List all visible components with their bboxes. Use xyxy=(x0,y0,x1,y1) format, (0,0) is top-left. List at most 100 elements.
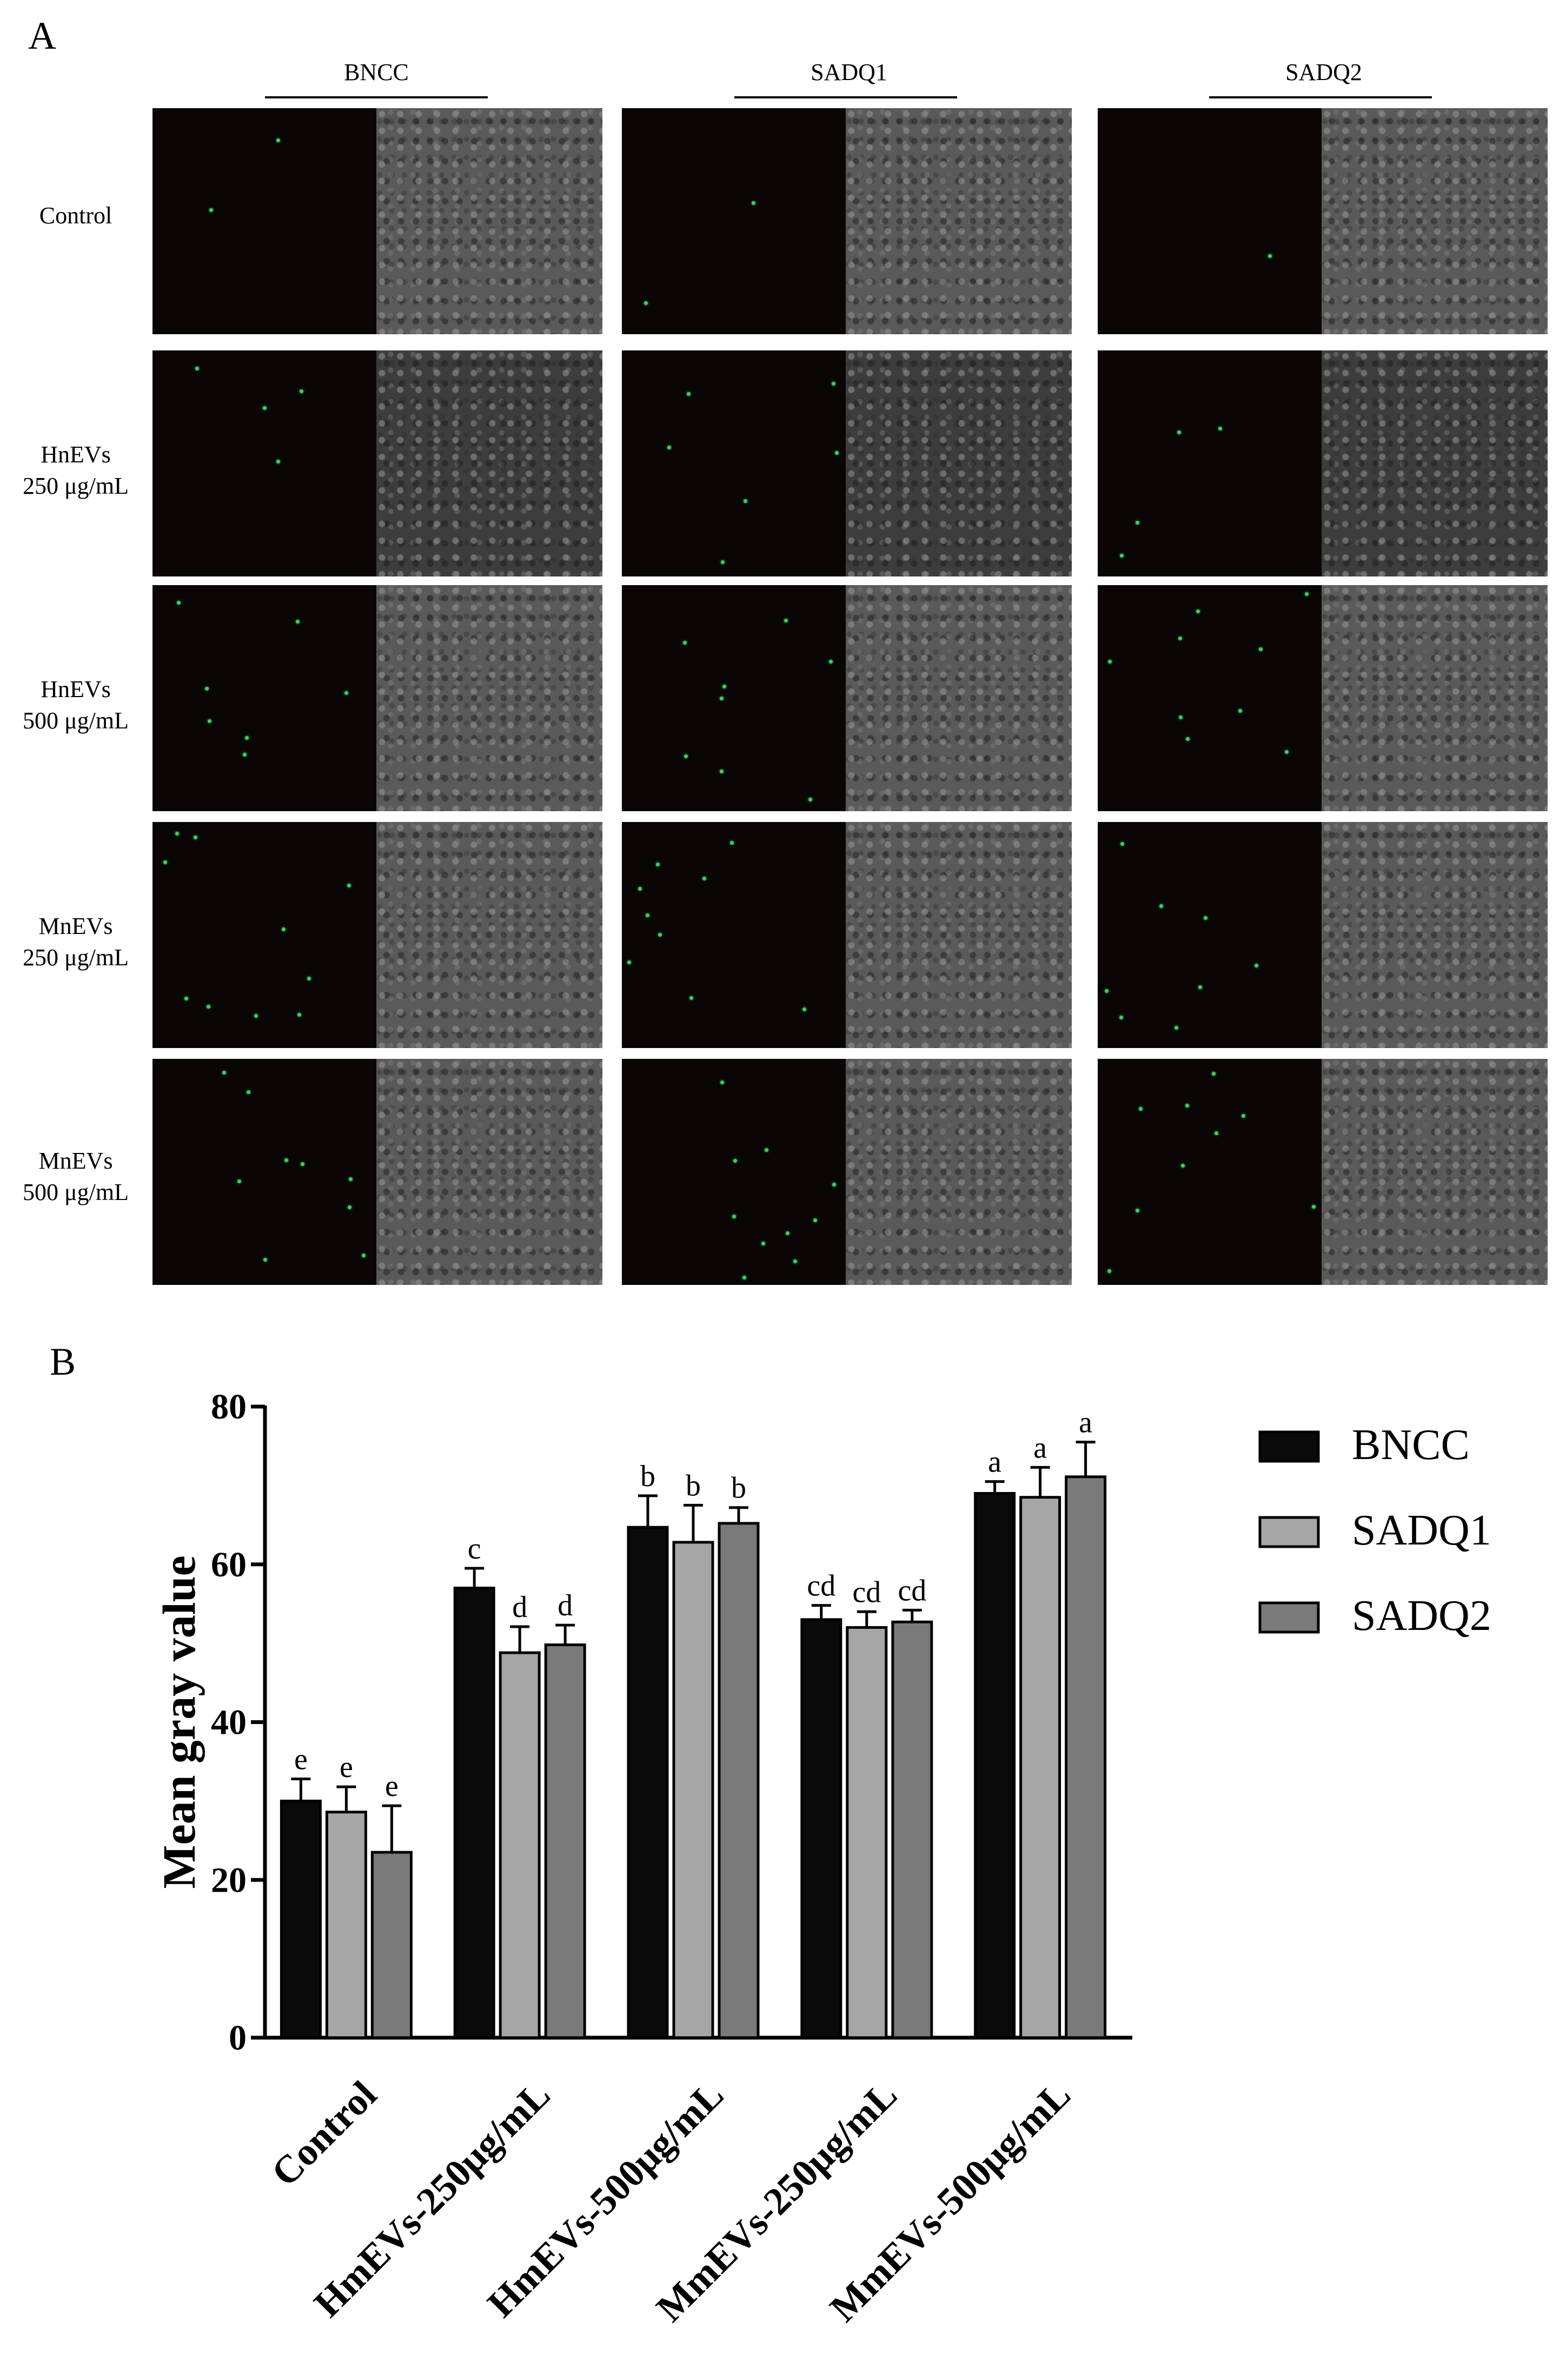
fluorescence-dot xyxy=(835,451,839,455)
bar xyxy=(846,1626,888,2039)
micrograph-control-bncc xyxy=(152,108,602,334)
significance-letter: cd xyxy=(852,1575,881,1609)
micrograph-hnevs250-bncc xyxy=(152,350,602,576)
row-label-mnevs-500-line1: MnEVs xyxy=(38,1148,113,1174)
significance-letter: b xyxy=(731,1471,746,1505)
bar xyxy=(325,1811,367,2039)
fluorescence-dot xyxy=(720,770,724,774)
fluorescence-dot xyxy=(808,797,812,801)
row-label-hnevs-500: HnEVs 500 μg/mL xyxy=(0,674,151,737)
row-label-mnevs-250: MnEVs 250 μg/mL xyxy=(0,911,151,973)
fluorescence-dot xyxy=(1180,1164,1185,1168)
fluorescence-dot xyxy=(1305,592,1309,596)
fluorescence-dot xyxy=(1204,916,1208,920)
row-label-hnevs-250-line2: 250 μg/mL xyxy=(23,473,129,499)
fluorescence-dot xyxy=(295,619,300,624)
y-tick-label: 0 xyxy=(229,2018,247,2058)
fluorescence-dot xyxy=(643,301,648,306)
fluorescence-dot xyxy=(1214,1131,1218,1136)
fluorescence-dot xyxy=(1254,964,1258,968)
row-label-hnevs-500-line2: 500 μg/mL xyxy=(23,707,129,734)
fluorescence-dot xyxy=(722,684,726,688)
fluorescence-dot xyxy=(1105,989,1109,993)
legend-swatch xyxy=(1258,1430,1320,1463)
legend-label: SADQ2 xyxy=(1352,1592,1491,1640)
fluorescence-dot xyxy=(242,752,247,757)
fluorescence-dot xyxy=(1179,715,1183,720)
micrograph-hnevs250-sadq2 xyxy=(1098,350,1548,576)
fluorescence-dot xyxy=(163,860,167,864)
fluorescence-dot xyxy=(832,381,836,386)
y-axis-title: Mean gray value xyxy=(153,1555,205,1888)
fluorescence-dot xyxy=(656,863,660,866)
fluorescence-dot xyxy=(689,996,694,1000)
fluorescence-dot xyxy=(828,660,833,664)
fluorescence-dot xyxy=(751,201,755,205)
fluorescence-dot xyxy=(247,1090,251,1094)
legend-swatch xyxy=(1258,1601,1320,1634)
y-tick-label: 40 xyxy=(211,1703,247,1742)
column-header-sadq2: SADQ2 xyxy=(1285,59,1362,85)
fluorescence-dot xyxy=(1120,842,1125,846)
fluorescence-dot xyxy=(195,366,199,370)
significance-letter: e xyxy=(340,1751,353,1784)
y-tick-label: 20 xyxy=(211,1860,247,1900)
fluorescence-dot xyxy=(276,460,280,464)
panel-a-label: A xyxy=(28,14,56,57)
fluorescence-dot xyxy=(205,686,209,691)
significance-letter: e xyxy=(385,1769,399,1803)
row-label-mnevs-500-line2: 500 μg/mL xyxy=(23,1179,129,1205)
row-label-hnevs-250: HnEVs 250 μg/mL xyxy=(0,439,151,502)
fluorescence-dot xyxy=(721,560,725,564)
fluorescence-dot xyxy=(1312,1205,1316,1209)
fluorescence-dot xyxy=(1185,1103,1189,1108)
significance-letter: cd xyxy=(807,1569,835,1603)
fluorescence-dot xyxy=(1174,1026,1178,1030)
fluorescence-dot xyxy=(720,1080,724,1084)
fluorescence-dot xyxy=(276,138,280,142)
chart-x-tick-labels: ControlHmEVs-250μg/mLHmEVs-500μg/mLMmEVs… xyxy=(263,2073,1079,2330)
fluorescence-dot xyxy=(832,1183,837,1187)
fluorescence-dot xyxy=(719,696,724,700)
fluorescence-dot xyxy=(177,600,181,605)
significance-letter: b xyxy=(640,1460,655,1493)
fluorescence-dot xyxy=(1242,1113,1246,1118)
micrograph-hnevs250-sadq1 xyxy=(622,350,1072,576)
fluorescence-dot xyxy=(282,927,286,932)
fluorescence-dot xyxy=(349,1177,353,1181)
micrograph-hnevs500-bncc xyxy=(152,585,602,811)
x-tick-label: Control xyxy=(263,2073,384,2195)
fluorescence-dot xyxy=(362,1253,366,1257)
panel-b-label: B xyxy=(50,1340,76,1383)
fluorescence-dot xyxy=(730,841,734,845)
significance-letter: e xyxy=(294,1743,308,1776)
micrograph-control-sadq1 xyxy=(622,108,1072,334)
significance-letter: d xyxy=(558,1589,573,1622)
fluorescence-dot xyxy=(193,835,197,839)
fluorescence-dot xyxy=(813,1218,818,1223)
fluorescence-dot xyxy=(184,997,188,1001)
significance-letter: c xyxy=(468,1532,481,1566)
fluorescence-dot xyxy=(1136,1209,1140,1213)
fluorescence-dot xyxy=(263,406,267,410)
micrograph-control-sadq2 xyxy=(1098,108,1548,334)
significance-letter: a xyxy=(1079,1406,1092,1440)
fluorescence-dot xyxy=(761,1241,765,1245)
legend-label: SADQ1 xyxy=(1352,1507,1491,1554)
column-rule-sadq2 xyxy=(1209,96,1432,98)
fluorescence-dot xyxy=(686,392,691,396)
fluorescence-dot xyxy=(1186,737,1190,741)
bar xyxy=(627,1526,669,2039)
legend-swatch xyxy=(1258,1516,1320,1548)
row-label-mnevs-250-line2: 250 μg/mL xyxy=(23,944,129,971)
micrograph-hnevs500-sadq1 xyxy=(622,585,1072,811)
fluorescence-dot xyxy=(638,887,642,891)
micrograph-mnevs250-sadq2 xyxy=(1098,822,1548,1048)
bar xyxy=(672,1541,714,2039)
fluorescence-dot xyxy=(237,1179,242,1184)
fluorescence-dot xyxy=(209,208,214,213)
fluorescence-dot xyxy=(1218,426,1223,430)
micrograph-mnevs250-bncc xyxy=(152,822,602,1048)
fluorescence-dot xyxy=(1284,750,1289,754)
